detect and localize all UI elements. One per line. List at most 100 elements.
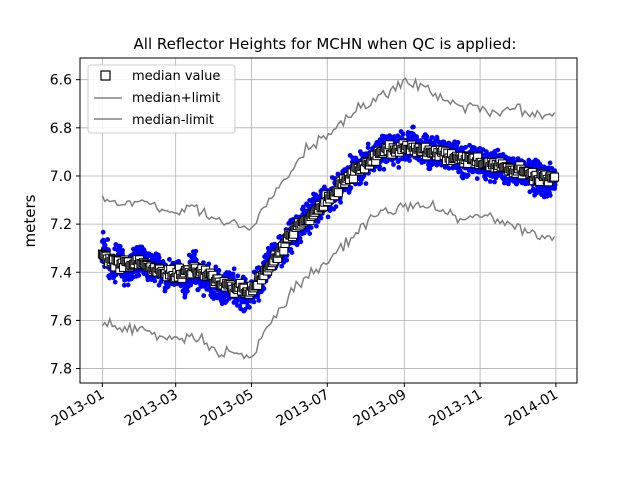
- legend-median-label: median value: [132, 69, 220, 84]
- y-tick-label: 6.6: [50, 73, 72, 89]
- data-point: [193, 257, 199, 263]
- data-point: [307, 231, 313, 237]
- data-point: [396, 165, 402, 170]
- data-point: [333, 204, 339, 210]
- data-point: [121, 282, 127, 288]
- data-point: [195, 287, 201, 293]
- data-point: [483, 176, 489, 182]
- data-point: [446, 165, 452, 171]
- data-point: [167, 257, 172, 262]
- data-point: [457, 168, 463, 173]
- legend-box: [87, 64, 236, 134]
- data-point: [261, 286, 267, 292]
- data-point: [327, 208, 333, 214]
- data-point: [530, 186, 536, 192]
- median-marker: [279, 246, 289, 256]
- data-point: [192, 252, 197, 258]
- data-point: [100, 229, 106, 235]
- data-point: [510, 156, 516, 162]
- data-point: [247, 304, 252, 310]
- median-marker: [348, 174, 358, 184]
- median-markers: [97, 139, 560, 299]
- data-point: [102, 242, 108, 248]
- data-point: [289, 250, 295, 255]
- data-point: [455, 140, 461, 145]
- data-point: [272, 241, 277, 247]
- data-point: [325, 214, 331, 220]
- data-point: [308, 225, 314, 231]
- data-point: [242, 307, 248, 312]
- legend-lower-label: median-limit: [132, 113, 214, 128]
- data-point: [348, 185, 354, 191]
- data-point: [315, 219, 321, 224]
- y-tick-label: 7.4: [50, 265, 72, 281]
- data-point: [213, 264, 219, 270]
- data-point: [391, 162, 396, 167]
- y-axis-label: meters: [21, 194, 39, 247]
- y-tick-label: 6.8: [50, 121, 72, 137]
- limit-lines: [101, 76, 556, 360]
- median-plus-limit-line: [101, 76, 556, 231]
- data-point: [365, 145, 371, 151]
- data-point: [201, 260, 206, 265]
- data-point: [120, 248, 125, 253]
- data-point: [105, 237, 111, 242]
- data-point: [495, 147, 501, 153]
- data-point: [284, 257, 290, 263]
- data-point: [547, 160, 553, 166]
- data-point: [193, 248, 199, 254]
- data-point: [185, 288, 190, 294]
- data-point: [301, 204, 306, 210]
- y-tick-label: 7.8: [50, 362, 72, 378]
- data-point: [142, 250, 148, 255]
- data-point: [552, 182, 557, 188]
- data-point: [256, 265, 262, 271]
- data-point: [463, 144, 468, 150]
- data-point: [165, 284, 171, 289]
- data-point: [427, 166, 433, 172]
- data-point: [125, 282, 131, 288]
- median-marker: [333, 188, 343, 198]
- data-point: [429, 135, 435, 140]
- median-marker: [550, 172, 560, 182]
- y-tick-label: 7.6: [50, 313, 72, 329]
- data-point: [407, 158, 412, 163]
- data-point: [410, 124, 415, 130]
- data-point: [256, 298, 262, 303]
- data-point: [216, 268, 222, 274]
- data-point: [201, 293, 207, 298]
- legend-upper-label: median+limit: [132, 91, 220, 106]
- data-point: [338, 199, 343, 205]
- data-point: [421, 159, 427, 165]
- data-point: [474, 176, 480, 182]
- data-point: [131, 251, 137, 256]
- data-point: [424, 133, 429, 139]
- y-tick-label: 7.2: [50, 217, 72, 233]
- data-point: [235, 273, 241, 279]
- data-point: [251, 299, 257, 305]
- data-point: [487, 179, 493, 184]
- data-point: [465, 172, 471, 178]
- data-point: [547, 193, 553, 198]
- data-point: [230, 271, 236, 277]
- data-point: [231, 266, 237, 272]
- y-tick-label: 7.0: [50, 169, 72, 185]
- data-point: [381, 166, 387, 172]
- data-point: [527, 189, 533, 195]
- data-point: [136, 273, 142, 278]
- legend-median-marker: [100, 70, 111, 81]
- data-point: [363, 181, 369, 187]
- data-point: [156, 255, 162, 260]
- data-point: [244, 299, 250, 305]
- data-point: [314, 223, 319, 229]
- chart-title: All Reflector Heights for MCHN when QC i…: [134, 35, 517, 53]
- data-point: [526, 157, 532, 163]
- legend: median value median+limit median-limit: [87, 64, 236, 134]
- data-point: [206, 261, 212, 267]
- median-minus-limit-line: [101, 199, 556, 360]
- data-point: [112, 279, 118, 285]
- data-point: [365, 141, 371, 147]
- data-point: [492, 179, 497, 185]
